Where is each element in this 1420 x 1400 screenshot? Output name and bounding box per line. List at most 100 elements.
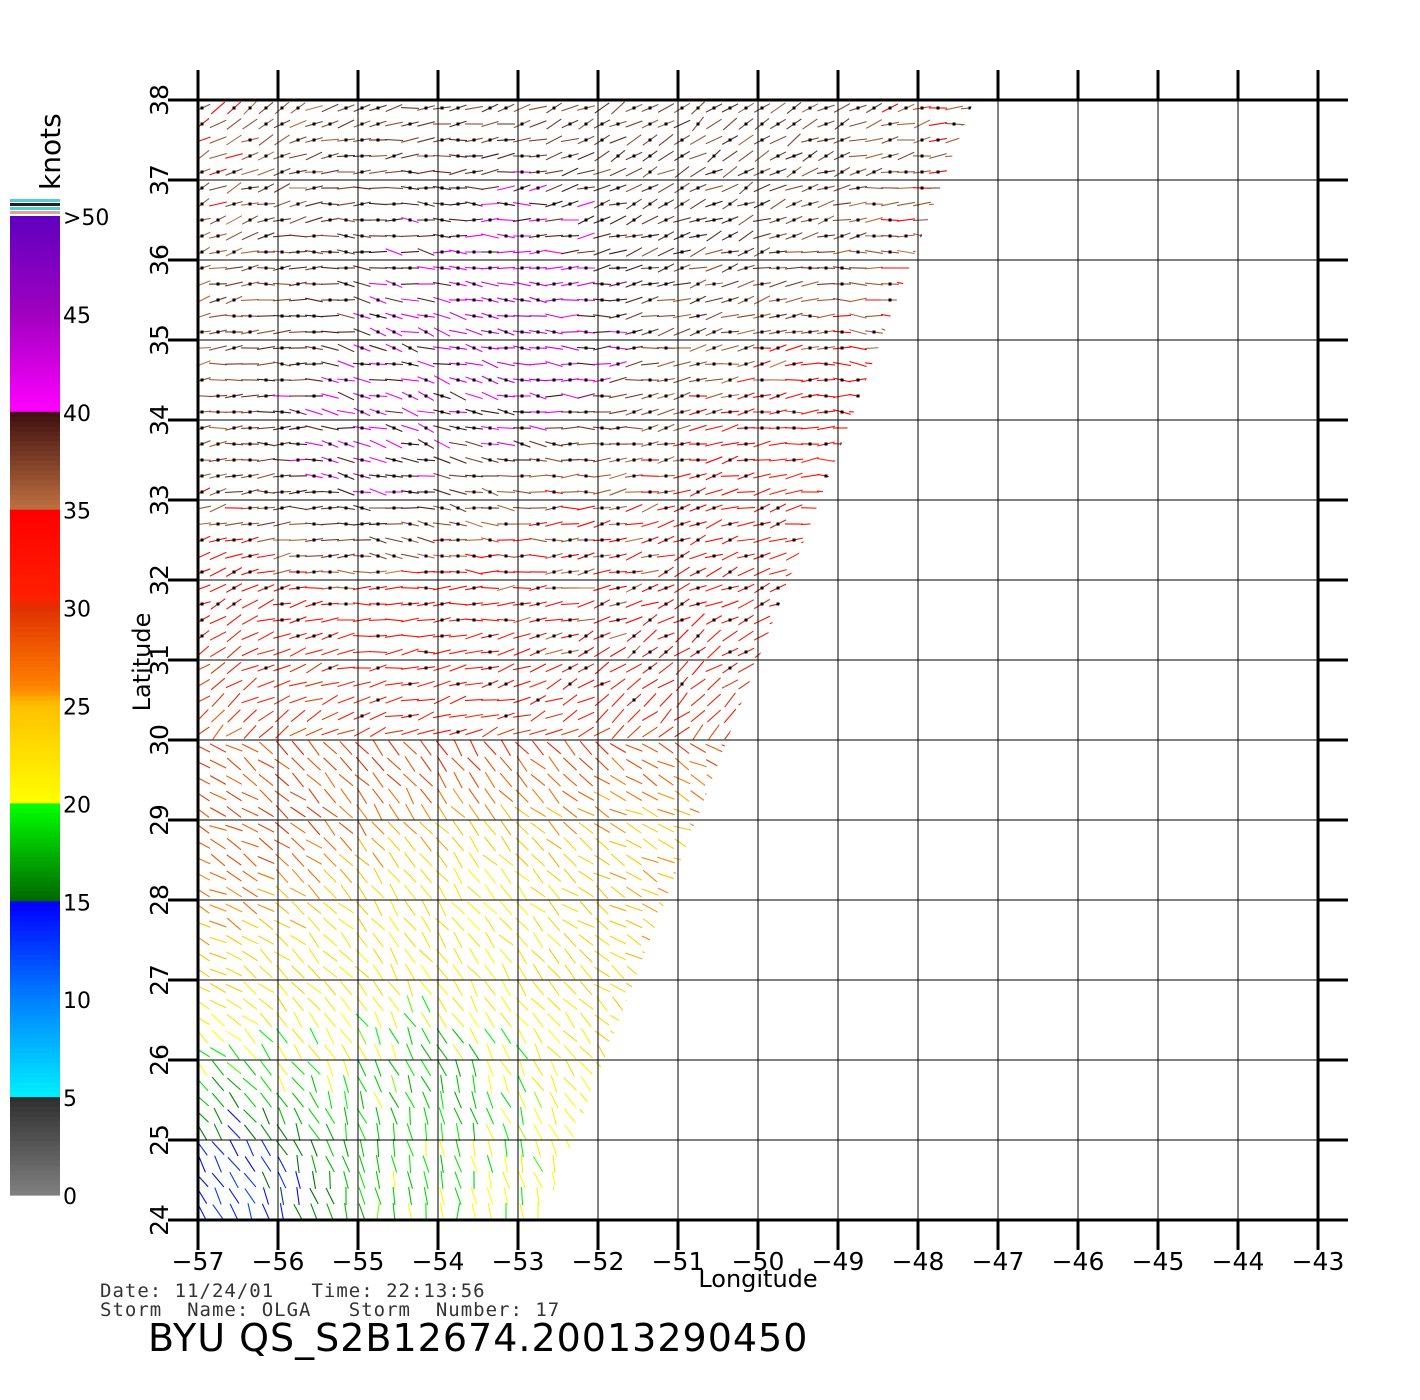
rain-flag-dot: [216, 250, 220, 254]
wind-vector: [214, 1187, 222, 1205]
wind-vector: [421, 931, 431, 949]
wind-vector: [385, 634, 403, 638]
wind-vector: [791, 1203, 797, 1220]
rain-flag-dot: [536, 346, 540, 350]
wind-vector: [961, 458, 974, 462]
wind-vector: [661, 1203, 671, 1220]
wind-vector: [657, 953, 675, 959]
wind-vector: [513, 665, 531, 671]
rain-flag-dot: [968, 314, 972, 318]
rain-flag-dot: [728, 666, 732, 670]
rain-flag-dot: [344, 154, 348, 158]
y-tick-label: 35: [145, 324, 174, 356]
wind-vector: [770, 709, 786, 723]
wind-vector: [626, 758, 642, 770]
wind-vector: [384, 714, 404, 718]
wind-vector: [561, 183, 579, 193]
wind-vector: [726, 1171, 734, 1189]
rain-flag-dot: [888, 586, 892, 590]
rain-flag-dot: [584, 554, 588, 558]
rain-flag-dot: [632, 106, 636, 110]
wind-vector: [483, 996, 497, 1012]
wind-vector: [912, 506, 932, 510]
wind-vector: [609, 935, 627, 945]
wind-vector: [387, 869, 401, 883]
wind-vector: [374, 1059, 382, 1077]
wind-vector: [209, 119, 227, 129]
wind-vector: [545, 183, 563, 193]
colorbar-segment: [10, 1018, 60, 1025]
wind-vector: [965, 739, 974, 757]
wind-vector: [496, 266, 516, 270]
wind-vector: [928, 554, 948, 558]
x-tick-label: −51: [652, 1247, 705, 1276]
rain-flag-dot: [248, 266, 252, 270]
wind-vector: [274, 134, 290, 146]
wind-vector: [500, 820, 512, 836]
wind-vector: [502, 1171, 510, 1189]
wind-vector: [802, 726, 818, 738]
rain-flag-dot: [440, 250, 444, 254]
wind-vector: [834, 934, 850, 946]
wind-vector: [324, 820, 336, 836]
wind-vector: [963, 997, 974, 1011]
colorbar-segment: [10, 470, 60, 477]
rain-flag-dot: [616, 298, 620, 302]
rain-flag-dot: [760, 410, 764, 414]
wind-vector: [198, 839, 211, 849]
wind-vector: [705, 1079, 723, 1089]
wind-vector: [529, 728, 547, 736]
rain-flag-dot: [440, 538, 444, 542]
wind-vector: [803, 677, 817, 691]
rain-flag-dot: [744, 458, 748, 462]
rain-flag-dot: [504, 554, 508, 558]
wind-vector: [405, 803, 415, 821]
wind-vector: [785, 551, 803, 561]
wind-vector: [960, 299, 974, 301]
wind-vector: [673, 647, 691, 657]
rain-flag-dot: [712, 330, 716, 334]
rain-flag-dot: [200, 474, 204, 478]
rain-flag-dot: [728, 570, 732, 574]
wind-vector: [384, 378, 404, 382]
colorbar-segment: [10, 387, 60, 393]
rain-flag-dot: [792, 202, 796, 206]
wind-vector: [404, 948, 416, 964]
wind-vector: [373, 867, 383, 885]
wind-vector: [432, 170, 452, 174]
wind-vector: [657, 679, 675, 689]
wind-vector: [547, 1013, 561, 1027]
rain-flag-dot: [712, 346, 716, 350]
wind-vector: [772, 1188, 784, 1204]
rain-flag-dot: [424, 522, 428, 526]
wind-vector: [689, 983, 707, 993]
colorbar-segment: [10, 1048, 60, 1054]
rain-flag-dot: [744, 250, 748, 254]
wind-vector: [723, 997, 737, 1011]
wind-vector: [211, 709, 225, 723]
wind-vector: [913, 586, 931, 590]
colorbar-segment: [10, 798, 60, 804]
wind-vector: [305, 425, 323, 431]
wind-vector: [562, 998, 578, 1010]
wind-vector: [198, 1093, 210, 1107]
rain-flag-dot: [936, 282, 940, 286]
wind-vector: [467, 901, 481, 915]
wind-vector: [563, 981, 577, 995]
wind-vector: [353, 440, 371, 448]
wind-vector: [481, 168, 499, 176]
rain-flag-dot: [344, 234, 348, 238]
x-tick-label: −47: [972, 1247, 1025, 1276]
wind-vector: [578, 773, 594, 787]
wind-vector: [951, 1155, 957, 1173]
wind-vector: [481, 120, 499, 128]
rain-flag-dot: [680, 618, 684, 622]
wind-vector: [417, 634, 435, 638]
rain-flag-dot: [456, 122, 460, 126]
wind-vector: [258, 725, 274, 739]
wind-vector: [753, 840, 771, 848]
wind-vector: [706, 566, 722, 578]
wind-vector: [433, 375, 451, 385]
wind-vector: [789, 1107, 799, 1125]
rain-flag-dot: [232, 394, 236, 398]
